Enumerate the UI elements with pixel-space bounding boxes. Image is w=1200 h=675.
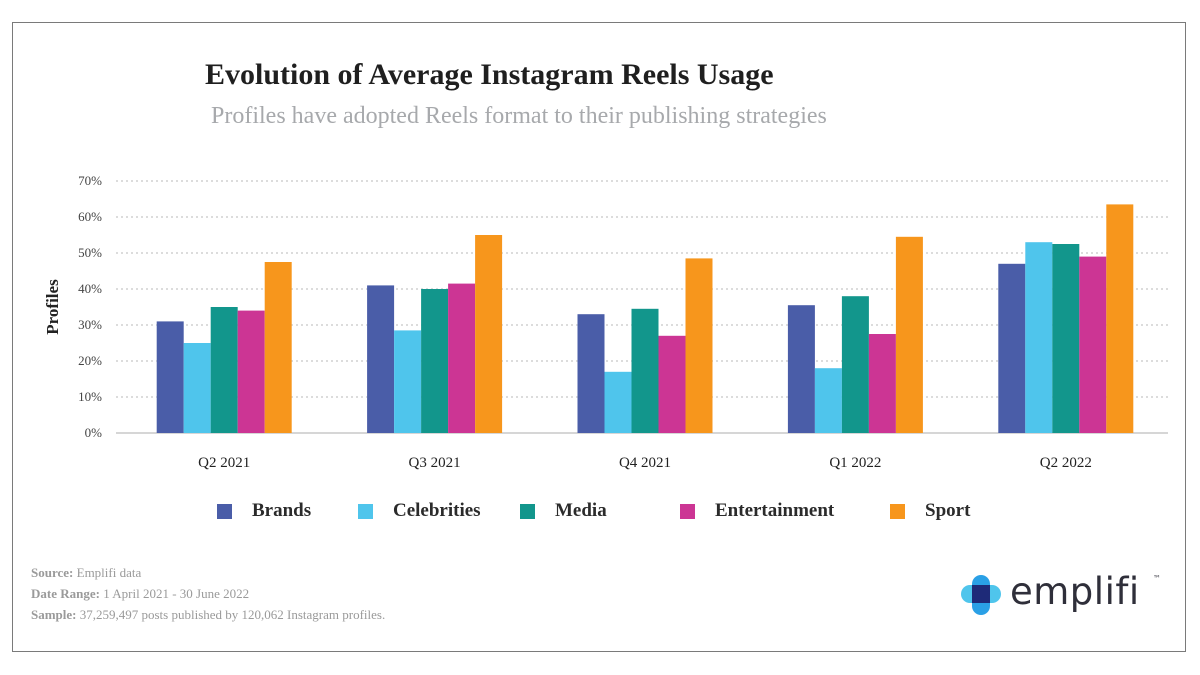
bar (658, 335, 686, 433)
x-tick-label: Q1 2022 (829, 455, 881, 471)
legend-label: Sport (925, 500, 971, 521)
bar (475, 235, 503, 433)
legend-label: Celebrities (393, 500, 481, 521)
y-tick-label: 70% (78, 173, 102, 188)
x-tick-label: Q2 2022 (1040, 455, 1092, 471)
bar (210, 307, 238, 433)
chart-legend: Brands Celebrities Media Entertainment Sport (0, 496, 1200, 526)
bar (1052, 244, 1080, 433)
logo-wordmark: emplifi (1010, 570, 1140, 613)
legend-swatch (680, 503, 695, 519)
x-tick-label: Q3 2021 (409, 455, 461, 471)
bar (841, 296, 869, 433)
legend-item: Sport (890, 496, 970, 526)
bar (685, 258, 713, 433)
y-tick-label: 60% (78, 209, 102, 224)
chart-title: Evolution of Average Instagram Reels Usa… (205, 58, 774, 91)
legend-item: Entertainment (680, 496, 834, 526)
legend-swatch (890, 503, 905, 519)
bar (895, 236, 923, 433)
logo-trademark: ™ (1153, 574, 1161, 583)
bar (264, 262, 292, 433)
chart-subtitle: Profiles have adopted Reels format to th… (211, 103, 827, 129)
legend-swatch (520, 503, 535, 519)
emplifi-logo-icon (961, 575, 1001, 615)
bar (367, 285, 395, 433)
bar (156, 321, 184, 433)
bar (604, 371, 632, 433)
bar (394, 330, 422, 433)
x-tick-label: Q2 2021 (198, 455, 250, 471)
bar (1025, 242, 1053, 433)
footer-date-range: Date Range: 1 April 2021 - 30 June 2022 (31, 586, 249, 602)
y-tick-label: 20% (78, 353, 102, 368)
footer-date-value: 1 April 2021 - 30 June 2022 (103, 586, 250, 601)
y-tick-label: 40% (78, 281, 102, 296)
footer-sample-label: Sample: (31, 607, 77, 622)
footer-source-value: Emplifi data (76, 565, 142, 580)
bar (998, 263, 1026, 433)
footer-source-label: Source: (31, 565, 74, 580)
footer-date-label: Date Range: (31, 586, 100, 601)
footer-sample-value: 37,259,497 posts published by 120,062 In… (79, 607, 386, 622)
bar (577, 314, 605, 433)
legend-item: Brands (217, 496, 311, 526)
bar (868, 334, 896, 433)
bar (183, 343, 211, 433)
footer-sample: Sample: 37,259,497 posts published by 12… (31, 607, 385, 623)
legend-swatch (217, 503, 232, 519)
y-tick-label: 50% (78, 245, 102, 260)
y-tick-label: 30% (78, 317, 102, 332)
y-tick-label: 0% (85, 425, 103, 440)
bar (814, 368, 842, 433)
legend-swatch (358, 503, 373, 519)
bar (787, 305, 815, 433)
x-tick-label: Q4 2021 (619, 455, 671, 471)
legend-label: Brands (252, 500, 312, 521)
legend-item: Celebrities (358, 496, 481, 526)
legend-item: Media (520, 496, 607, 526)
y-axis-label: Profiles (43, 279, 62, 335)
bar (421, 289, 449, 433)
legend-label: Entertainment (715, 500, 835, 521)
bar (631, 308, 659, 433)
bar (448, 283, 476, 433)
y-tick-label: 10% (78, 389, 102, 404)
legend-label: Media (555, 500, 607, 521)
bar (1106, 204, 1134, 433)
footer-source: Source: Emplifi data (31, 565, 141, 581)
bar (237, 310, 265, 433)
bar (1079, 256, 1107, 433)
emplifi-logo: emplifi ™ (958, 570, 1161, 618)
